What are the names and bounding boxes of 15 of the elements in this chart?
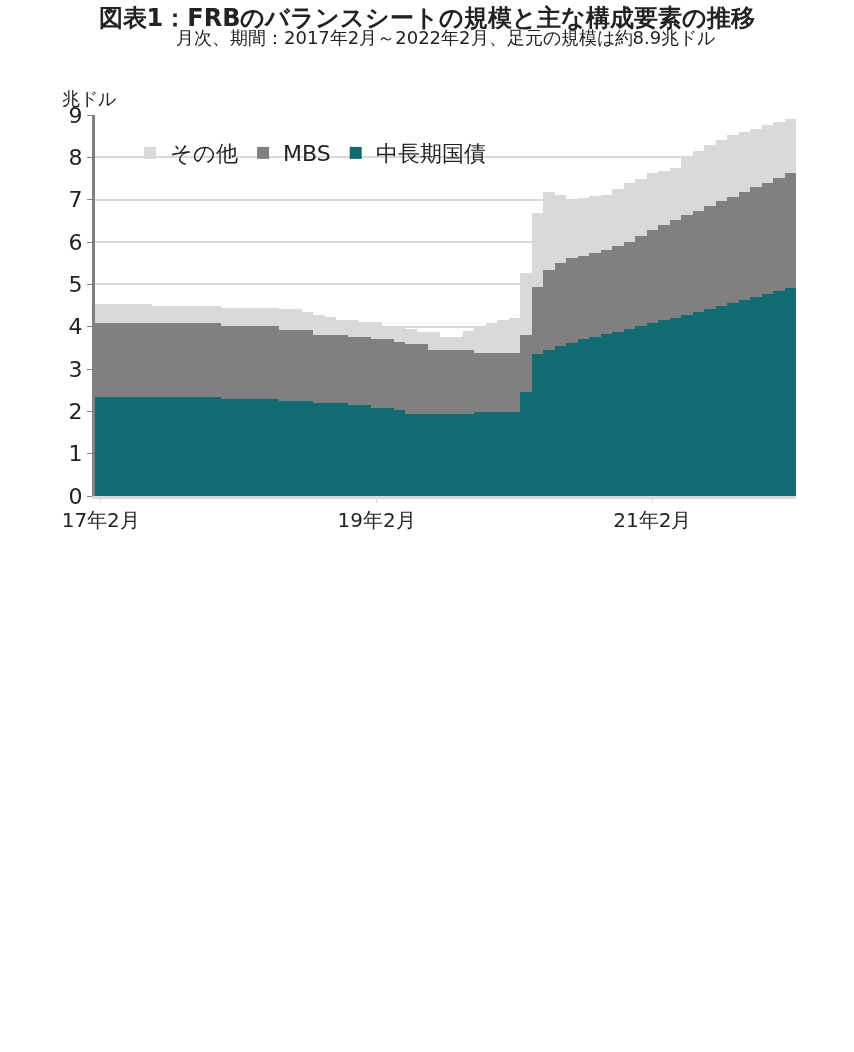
- y-tick-label: 7: [68, 187, 83, 213]
- y-tick-label: 8: [68, 145, 83, 171]
- x-tick-label: 21年2月: [613, 508, 692, 532]
- y-tick-label: 4: [68, 314, 83, 340]
- y-tick-label: 6: [68, 229, 83, 255]
- y-tick-label: 3: [68, 356, 83, 382]
- y-tick-label: 0: [68, 483, 83, 509]
- y-tick-label: 1: [68, 441, 83, 467]
- y-tick-label: 2: [68, 399, 83, 425]
- legend-label: MBS: [283, 141, 331, 167]
- y-tick-label: 5: [68, 272, 83, 298]
- x-tick-label: 19年2月: [337, 508, 416, 532]
- legend-label: その他: [170, 141, 239, 167]
- x-tick-label: 17年2月: [61, 508, 140, 532]
- legend-label: 中長期国債: [375, 141, 486, 167]
